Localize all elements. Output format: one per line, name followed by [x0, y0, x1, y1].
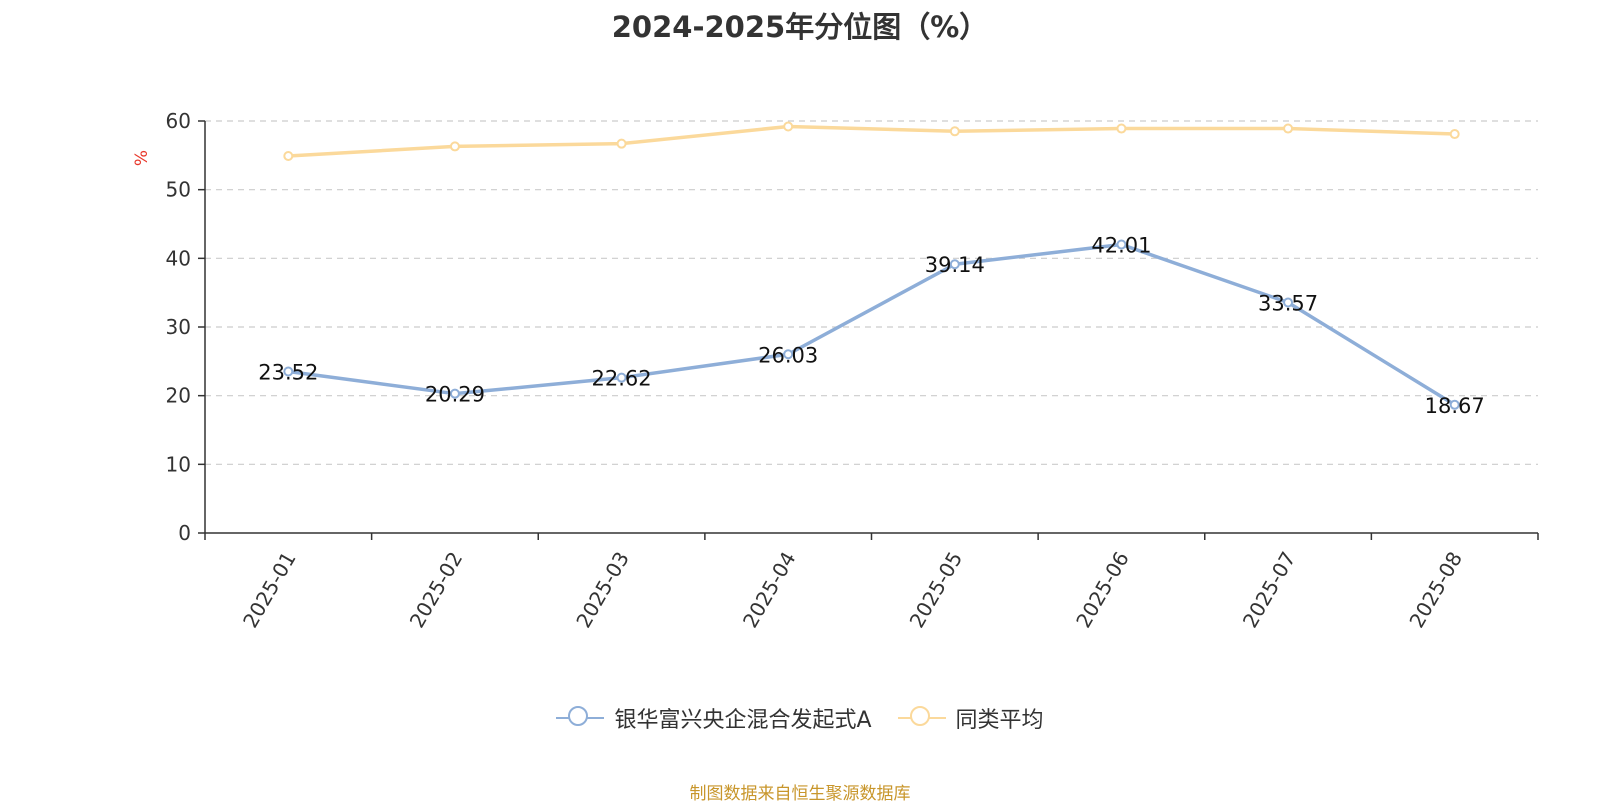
- source-note: 制图数据来自恒生聚源数据库: [689, 784, 911, 804]
- chart-title: 2024-2025年分位图（%）: [611, 10, 989, 44]
- y-tick-label: 30: [166, 315, 191, 339]
- y-tick-label: 50: [166, 178, 191, 202]
- data-labels: 23.52 20.29 22.62 26.03 39.14 42.01 33.57 18.67: [258, 234, 1485, 418]
- axes: 0 10 20 30 40 50 60 2025-01 2025-02 2025-03 2025-0…: [166, 109, 1539, 632]
- x-tick-label: 2025-02: [405, 548, 468, 632]
- data-point[interactable]: [283, 151, 294, 162]
- x-tick-label: 2025-07: [1238, 548, 1301, 632]
- data-point[interactable]: [1283, 297, 1294, 308]
- data-point[interactable]: [616, 372, 627, 383]
- legend-swatch-fund: [556, 706, 605, 730]
- data-point[interactable]: [949, 259, 960, 270]
- data-point[interactable]: [1449, 129, 1460, 140]
- legend-item-fund[interactable]: 银华富兴央企混合发起式A: [556, 702, 872, 734]
- data-point[interactable]: [1449, 399, 1460, 410]
- x-tick-label: 2025-08: [1404, 548, 1467, 632]
- y-tick-label: 20: [166, 384, 191, 408]
- y-axis-label: %: [132, 150, 152, 166]
- data-label: 23.52: [258, 360, 318, 384]
- data-label: 42.01: [1091, 234, 1151, 258]
- data-point[interactable]: [449, 141, 460, 152]
- series: [283, 121, 1460, 410]
- y-tick-label: 40: [166, 246, 191, 270]
- legend-label-peer-average: 同类平均: [955, 708, 1044, 733]
- data-point[interactable]: [616, 138, 627, 149]
- y-tick-label: 60: [166, 109, 191, 133]
- data-point[interactable]: [1116, 239, 1127, 250]
- data-label: 20.29: [425, 383, 485, 407]
- data-label: 26.03: [758, 343, 818, 367]
- data-point[interactable]: [283, 366, 294, 377]
- data-label: 18.67: [1425, 394, 1485, 418]
- x-tick-label: 2025-04: [738, 548, 801, 632]
- x-tick-label: 2025-06: [1071, 548, 1134, 632]
- data-point[interactable]: [1283, 123, 1294, 134]
- series-line-0: [286, 242, 1457, 407]
- legend: 银华富兴央企混合发起式A 同类平均: [0, 702, 1600, 734]
- data-label: 22.62: [592, 367, 652, 391]
- legend-item-peer-average[interactable]: 同类平均: [897, 702, 1044, 734]
- x-tick-label: 2025-03: [571, 548, 634, 632]
- legend-label-fund: 银华富兴央企混合发起式A: [614, 708, 872, 733]
- data-label: 39.14: [925, 253, 985, 277]
- data-point[interactable]: [949, 126, 960, 137]
- data-point[interactable]: [783, 349, 794, 360]
- data-point[interactable]: [449, 388, 460, 399]
- x-tick-label: 2025-01: [238, 548, 301, 632]
- data-point[interactable]: [1116, 123, 1127, 134]
- y-tick-label: 10: [166, 452, 191, 476]
- series-line-1: [286, 124, 1457, 158]
- legend-swatch-peer-average: [897, 706, 946, 730]
- y-tick-label: 0: [178, 521, 191, 545]
- x-tick-label: 2025-05: [905, 548, 968, 632]
- data-label: 33.57: [1258, 291, 1318, 315]
- grid-lines: [205, 120, 1538, 465]
- data-point[interactable]: [783, 121, 794, 132]
